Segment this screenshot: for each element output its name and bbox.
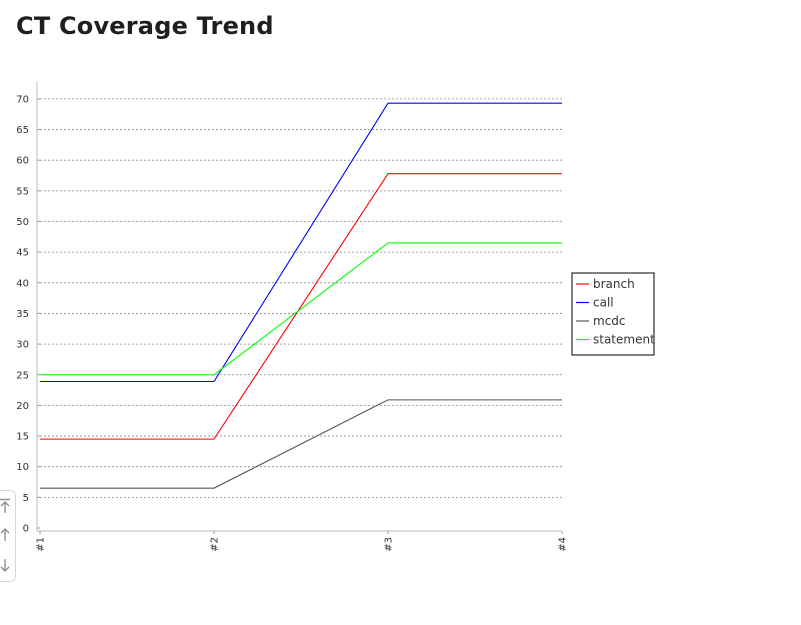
legend-label-call: call — [593, 296, 614, 310]
y-tick-label: 20 — [16, 401, 29, 412]
series-line-call — [40, 102, 562, 383]
legend-box — [571, 272, 655, 356]
y-tick-label: 5 — [23, 493, 29, 504]
y-tick-labels: 0 5 10 15 20 25 30 35 40 45 50 55 60 65 70 — [16, 94, 29, 534]
y-tick-label: 50 — [16, 217, 29, 228]
legend-label-branch: branch — [593, 277, 635, 291]
y-tick-label: 60 — [16, 156, 29, 167]
x-tick-label: #4 — [558, 537, 569, 552]
y-tick-label: 70 — [16, 94, 29, 105]
legend: branch call mcdc statement — [571, 272, 655, 356]
scroll-to-top-button[interactable] — [0, 494, 13, 518]
scroll-controls — [0, 490, 16, 582]
series-line-mcdc — [40, 399, 562, 489]
arrow-up-icon — [0, 528, 10, 541]
scroll-down-button[interactable] — [0, 553, 13, 577]
y-tick-label: 35 — [16, 309, 29, 320]
scroll-up-button[interactable] — [0, 523, 13, 547]
x-tick-label: #2 — [210, 537, 221, 552]
x-tick-label: #3 — [384, 537, 395, 552]
series-line-statement — [40, 242, 562, 376]
grid-lines — [40, 98, 562, 498]
page-title: CT Coverage Trend — [16, 12, 274, 40]
axes — [36, 81, 563, 534]
y-tick-label: 15 — [16, 432, 29, 443]
arrow-down-icon — [0, 559, 10, 572]
y-tick-label: 55 — [16, 186, 29, 197]
y-tick-label: 30 — [16, 340, 29, 351]
y-tick-label: 65 — [16, 125, 29, 136]
x-tick-label: #1 — [36, 537, 47, 552]
y-tick-label: 40 — [16, 278, 29, 289]
y-tick-label: 45 — [16, 248, 29, 259]
legend-label-statement: statement — [593, 333, 655, 347]
x-tick-labels: #1 #2 #3 #4 — [36, 537, 569, 552]
series-line-branch — [40, 173, 562, 440]
arrow-to-top-icon — [0, 498, 10, 513]
y-tick-label: 10 — [16, 462, 29, 473]
series-lines — [40, 102, 562, 489]
legend-label-mcdc: mcdc — [593, 314, 626, 328]
y-tick-label: 0 — [23, 524, 29, 535]
y-tick-label: 25 — [16, 370, 29, 381]
